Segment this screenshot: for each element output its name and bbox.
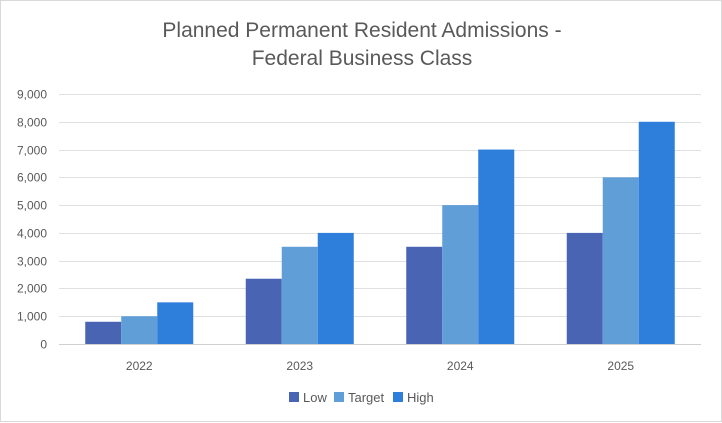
- bar-high-2022: [157, 302, 194, 344]
- bar-low-2024: [406, 246, 443, 344]
- y-axis-tick-labels: 0 1,000 2,000 3,000 4,000 5,000 6,000 7,000 8,00…: [17, 88, 47, 352]
- chart-title: Planned Permanent Resident Admissions -: [162, 19, 561, 42]
- x-tick-label: 2025: [607, 359, 634, 373]
- bar-target-2025: [602, 177, 639, 344]
- legend: Low Target High: [289, 390, 434, 405]
- legend-label-target: Target: [348, 390, 385, 405]
- bar-low-2023: [245, 278, 282, 344]
- bar-high-2025: [638, 121, 675, 345]
- x-tick-label: 2022: [126, 359, 153, 373]
- legend-swatch-high: [393, 392, 403, 402]
- bar-high-2024: [478, 149, 515, 344]
- bar-low-2025: [566, 232, 603, 344]
- legend-label-low: Low: [303, 390, 327, 405]
- x-tick-label: 2024: [447, 359, 474, 373]
- y-tick-label: 8,000: [17, 116, 47, 130]
- y-tick-label: 2,000: [17, 282, 47, 296]
- chart-subtitle: Federal Business Class: [252, 47, 473, 70]
- legend-swatch-low: [289, 392, 299, 402]
- legend-label-high: High: [407, 390, 434, 405]
- y-tick-label: 1,000: [17, 310, 47, 324]
- y-tick-label: 7,000: [17, 144, 47, 158]
- y-tick-label: 3,000: [17, 255, 47, 269]
- bar-low-2022: [85, 321, 122, 344]
- y-tick-label: 6,000: [17, 171, 47, 185]
- bar-target-2023: [281, 246, 318, 344]
- bar-target-2022: [121, 316, 158, 344]
- y-tick-label: 0: [40, 338, 47, 352]
- x-axis-tick-labels: 2022 2023 2024 2025: [126, 359, 635, 373]
- bar-target-2024: [442, 205, 479, 344]
- bars: [85, 121, 675, 345]
- legend-swatch-target: [334, 392, 344, 402]
- y-tick-label: 5,000: [17, 199, 47, 213]
- y-tick-label: 4,000: [17, 227, 47, 241]
- x-tick-label: 2023: [286, 359, 313, 373]
- bar-high-2023: [317, 232, 354, 344]
- y-tick-label: 9,000: [17, 88, 47, 102]
